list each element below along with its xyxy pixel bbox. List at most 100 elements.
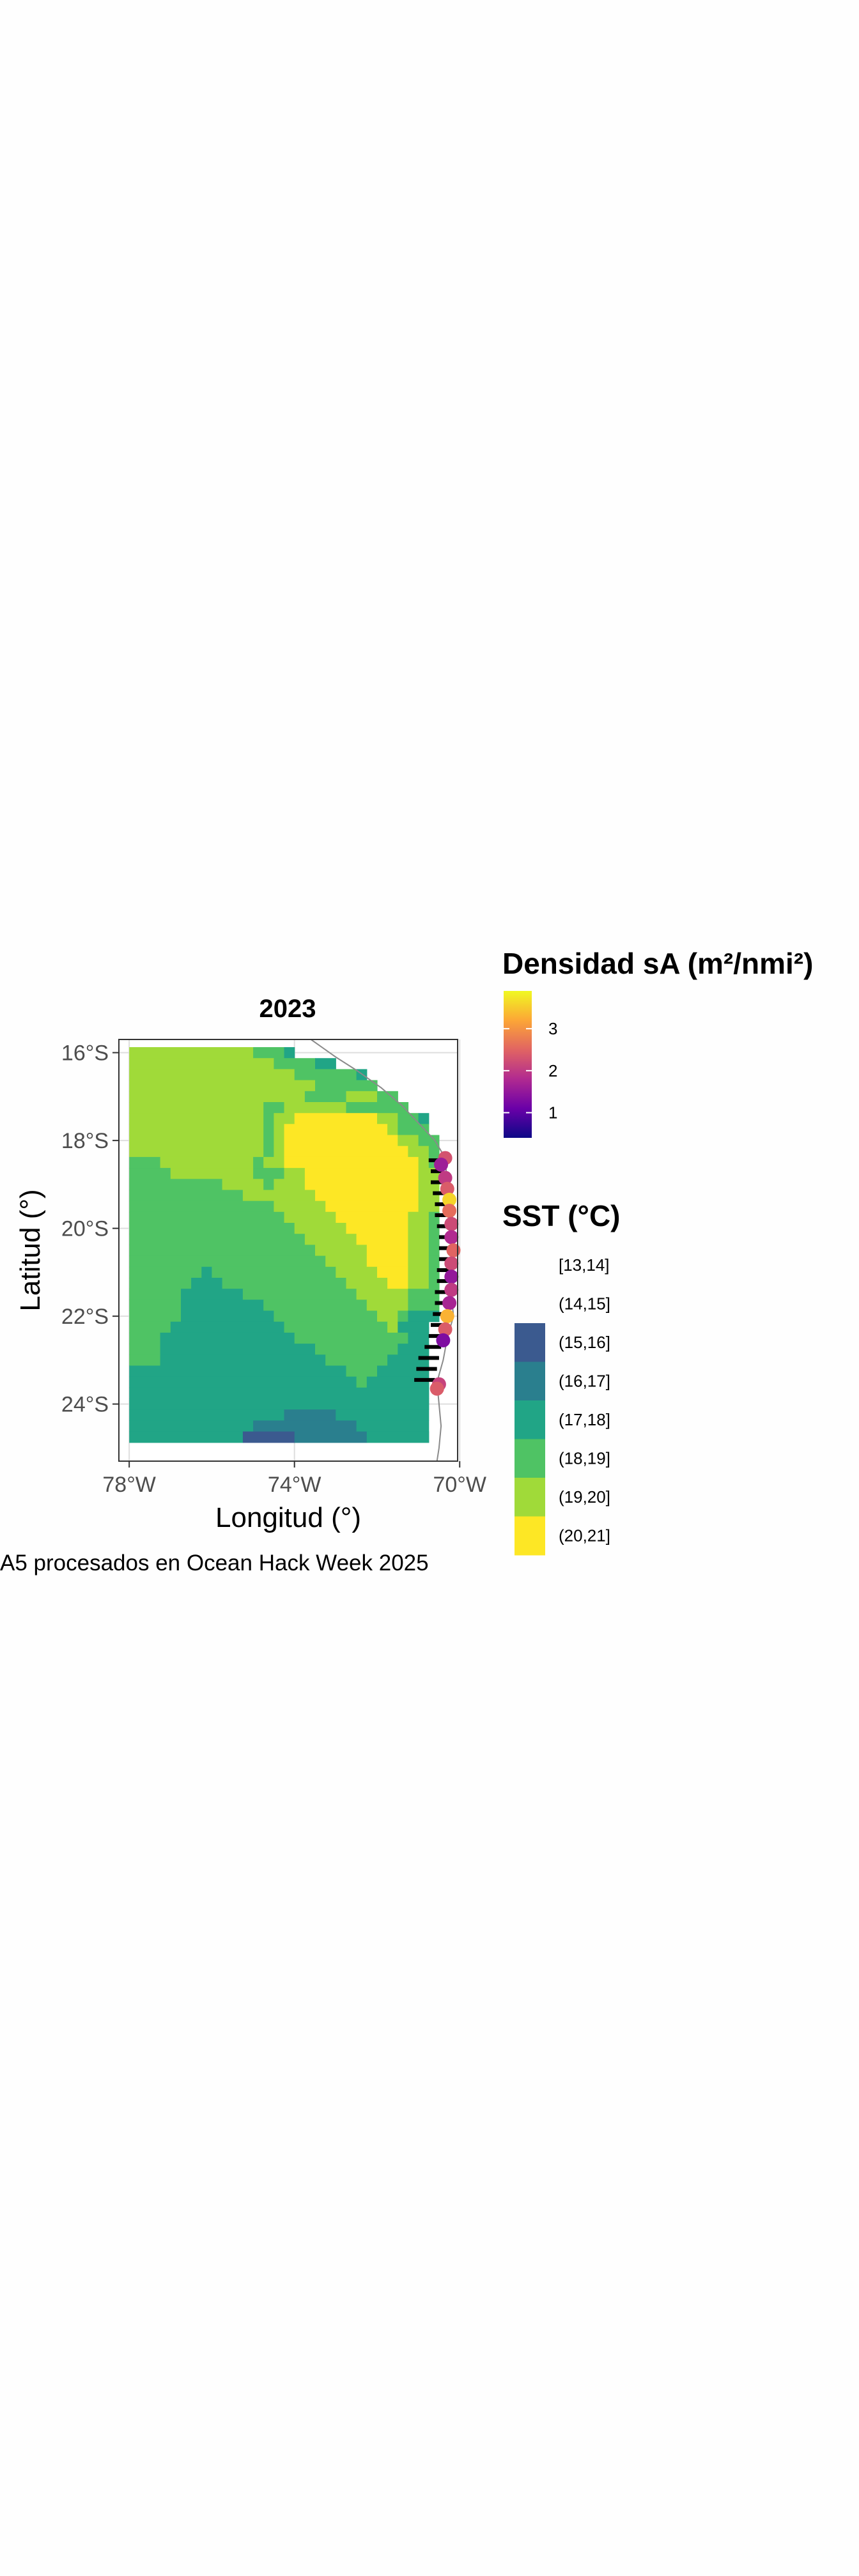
sst-cell — [336, 1409, 430, 1421]
sst-cell — [284, 1168, 306, 1179]
sst-cell — [129, 1102, 264, 1114]
sa-point — [444, 1256, 459, 1271]
sst-cell — [222, 1179, 264, 1191]
sa-point — [446, 1243, 461, 1257]
sst-cell — [129, 1399, 430, 1410]
sa-colorbar-ticks: 1 2 3 — [504, 1019, 557, 1123]
sst-cell — [408, 1310, 440, 1322]
sst-cell — [315, 1344, 398, 1355]
sst-cell — [304, 1179, 419, 1191]
sst-cell — [418, 1200, 440, 1213]
sst-cell — [129, 1190, 244, 1202]
sa-colorbar — [504, 991, 532, 1138]
sst-cell — [284, 1409, 336, 1421]
sst-cell — [284, 1211, 336, 1223]
sst-cell — [346, 1223, 409, 1234]
sst-cell — [263, 1124, 274, 1136]
sst-cell — [304, 1168, 419, 1179]
sst-cell — [242, 1289, 357, 1300]
sst-cell — [181, 1310, 274, 1322]
sst-cell — [212, 1266, 336, 1278]
sst-cell — [129, 1091, 306, 1103]
sst-cell — [129, 1332, 161, 1344]
sst-legend: SST (°C) [13,14] (14,15] (15,16] (16,17] (17… — [502, 1199, 621, 1556]
sst-cell — [129, 1047, 254, 1059]
sst-legend-key — [515, 1400, 545, 1439]
sst-cell — [366, 1300, 408, 1312]
sst-cell — [274, 1058, 316, 1070]
sst-cell — [129, 1420, 254, 1432]
sst-cell — [274, 1146, 285, 1158]
sa-point — [436, 1333, 451, 1347]
sst-cell — [263, 1179, 274, 1191]
sst-cell — [129, 1069, 295, 1081]
sst-cell — [284, 1135, 398, 1147]
sst-cell — [129, 1135, 264, 1147]
sst-cell — [129, 1211, 285, 1223]
sst-cell — [253, 1168, 285, 1179]
sst-cell — [398, 1113, 419, 1124]
sst-cell — [366, 1245, 408, 1257]
sst-cell — [408, 1245, 430, 1257]
sst-cell — [129, 1409, 285, 1421]
sst-cell — [242, 1190, 316, 1202]
sst-cell — [428, 1223, 440, 1234]
sst-cell — [129, 1245, 316, 1257]
sst-cell — [346, 1091, 378, 1103]
sst-legend-key — [515, 1478, 545, 1517]
sa-point — [442, 1296, 457, 1310]
sst-legend-title: SST (°C) — [502, 1199, 621, 1232]
sst-cell — [129, 1300, 182, 1312]
y-axis-label: Latitud (°) — [15, 1189, 46, 1311]
sst-cell — [346, 1102, 409, 1114]
sst-legend-label: (17,18] — [559, 1410, 610, 1429]
sst-cell — [160, 1332, 295, 1344]
sst-cell — [294, 1069, 357, 1081]
sst-cell — [294, 1332, 408, 1344]
sst-cell — [263, 1135, 274, 1147]
y-tick-label: 16°S — [61, 1041, 109, 1066]
sst-legend-label: (19,20] — [559, 1487, 610, 1506]
sst-cell — [387, 1124, 398, 1136]
sst-legend-label: (18,19] — [559, 1449, 610, 1468]
sst-cell — [428, 1278, 440, 1289]
y-tick-label: 20°S — [61, 1217, 109, 1241]
sa-point — [444, 1230, 459, 1245]
sst-legend-label: (15,16] — [559, 1333, 610, 1352]
sst-cell — [377, 1310, 398, 1322]
sst-cell — [387, 1321, 398, 1333]
sst-cell — [408, 1211, 430, 1223]
sst-cell — [377, 1266, 409, 1278]
sst-cell — [170, 1321, 285, 1333]
sst-cell — [129, 1344, 161, 1355]
map-caption: A5 procesados en Ocean Hack Week 2025 — [0, 1551, 429, 1575]
sst-cell — [418, 1135, 440, 1147]
sst-legend-key — [515, 1439, 545, 1478]
sst-cell — [408, 1223, 430, 1234]
sst-cell — [428, 1146, 440, 1158]
sst-cell — [408, 1234, 430, 1245]
sst-cell — [315, 1190, 419, 1202]
sst-cell — [274, 1135, 285, 1147]
sa-point — [442, 1192, 457, 1207]
sst-cell — [377, 1113, 398, 1124]
sst-cell — [274, 1113, 295, 1124]
sst-cell — [356, 1376, 368, 1388]
sst-cell — [366, 1376, 430, 1388]
sst-cell — [336, 1266, 378, 1278]
y-tick-label: 24°S — [61, 1393, 109, 1417]
sst-cell — [398, 1135, 419, 1147]
map-title: 2023 — [259, 995, 316, 1023]
sst-cell — [129, 1310, 182, 1322]
sa-point — [444, 1282, 459, 1297]
map-panel — [118, 1039, 461, 1462]
sst-cell — [129, 1168, 171, 1179]
sa-tick-label: 2 — [548, 1061, 557, 1080]
sst-cell — [428, 1245, 440, 1257]
sst-legend-label: (20,21] — [559, 1526, 610, 1545]
sst-cell — [160, 1344, 316, 1355]
sst-cell — [304, 1234, 357, 1245]
sst-cell — [377, 1091, 398, 1103]
sst-cell — [263, 1300, 368, 1312]
sst-cell — [284, 1321, 388, 1333]
